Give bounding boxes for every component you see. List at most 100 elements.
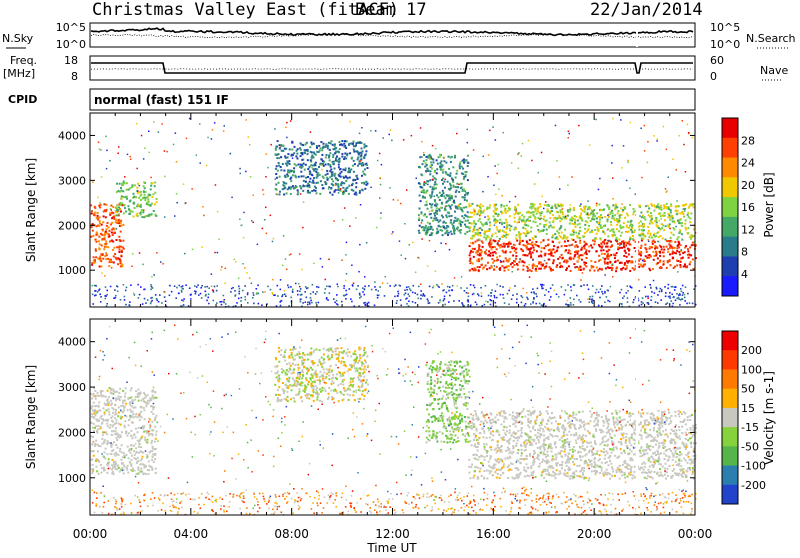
- scatter-cell: [574, 251, 576, 253]
- scatter-cell: [535, 241, 537, 243]
- scatter-cell: [274, 128, 276, 130]
- scatter-cell: [592, 285, 594, 287]
- scatter-cell: [366, 163, 368, 165]
- scatter-cell: [349, 152, 351, 154]
- scatter-cell: [459, 167, 461, 169]
- scatter-cell: [480, 232, 482, 234]
- scatter-cell: [444, 187, 446, 189]
- scatter-cell: [579, 227, 581, 229]
- scatter-cell: [150, 303, 152, 305]
- scatter-cell: [412, 292, 414, 294]
- scatter-cell: [525, 245, 527, 247]
- scatter-cell: [290, 254, 292, 256]
- scatter-cell: [200, 287, 202, 289]
- scatter-cell: [526, 292, 528, 294]
- scatter-cell: [550, 288, 552, 290]
- scatter-cell: [360, 160, 362, 162]
- scatter-cell: [91, 262, 93, 264]
- scatter-cell: [357, 376, 359, 378]
- scatter-cell: [454, 211, 456, 213]
- scatter-cell: [651, 246, 653, 248]
- scatter-cell: [600, 209, 602, 211]
- scatter-cell: [528, 140, 530, 142]
- scatter-cell: [105, 258, 107, 260]
- scatter-cell: [98, 419, 100, 421]
- scatter-cell: [118, 412, 120, 414]
- scatter-cell: [530, 227, 532, 229]
- scatter-cell: [117, 221, 119, 223]
- scatter-cell: [124, 182, 126, 184]
- scatter-cell: [290, 286, 292, 288]
- scatter-cell: [678, 251, 680, 253]
- scatter-cell: [677, 205, 679, 207]
- scatter-cell: [516, 234, 518, 236]
- scatter-cell: [148, 214, 150, 216]
- scatter-cell: [502, 286, 504, 288]
- scatter-cell: [380, 212, 382, 214]
- scatter-cell: [679, 219, 681, 221]
- scatter-cell: [299, 367, 301, 369]
- scatter-cell: [368, 302, 370, 304]
- scatter-cell: [598, 260, 600, 262]
- scatter-cell: [119, 202, 121, 204]
- scatter-cell: [440, 162, 442, 164]
- scatter-cell: [556, 160, 558, 162]
- scatter-cell: [357, 165, 359, 167]
- scatter-cell: [361, 153, 363, 155]
- scatter-cell: [278, 165, 280, 167]
- scatter-cell: [544, 204, 546, 206]
- scatter-cell: [630, 261, 632, 263]
- scatter-cell: [607, 205, 609, 207]
- scatter-cell: [370, 187, 372, 189]
- scatter-cell: [128, 457, 130, 459]
- scatter-cell: [463, 178, 465, 180]
- scatter-cell: [606, 262, 608, 264]
- scatter-cell: [469, 259, 471, 261]
- scatter-cell: [578, 125, 580, 127]
- scatter-cell: [552, 255, 554, 257]
- scatter-cell: [652, 251, 654, 253]
- scatter-cell: [294, 175, 296, 177]
- scatter-cell: [364, 352, 366, 354]
- scatter-cell: [374, 305, 376, 307]
- scatter-cell: [459, 203, 461, 205]
- scatter-cell: [332, 184, 334, 186]
- scatter-cell: [472, 235, 474, 237]
- scatter-cell: [570, 290, 572, 292]
- scatter-cell: [405, 292, 407, 294]
- scatter-cell: [465, 192, 467, 194]
- scatter-cell: [150, 204, 152, 206]
- scatter-cell: [580, 213, 582, 215]
- scatter-cell: [641, 177, 643, 179]
- scatter-cell: [302, 371, 304, 373]
- scatter-cell: [680, 266, 682, 268]
- scatter-cell: [492, 126, 494, 128]
- scatter-cell: [345, 254, 347, 256]
- scatter-cell: [687, 232, 689, 234]
- scatter-cell: [503, 132, 505, 134]
- scatter-cell: [399, 285, 401, 287]
- scatter-cell: [190, 298, 192, 300]
- scatter-cell: [154, 419, 156, 421]
- scatter-cell: [275, 358, 277, 360]
- scatter-cell: [590, 244, 592, 246]
- scatter-cell: [328, 186, 330, 188]
- scatter-cell: [651, 237, 653, 239]
- scatter-cell: [627, 290, 629, 292]
- scatter-cell: [434, 200, 436, 202]
- scatter-cell: [286, 269, 288, 271]
- scatter-cell: [490, 304, 492, 306]
- scatter-cell: [91, 210, 93, 212]
- scatter-cell: [589, 301, 591, 303]
- scatter-cell: [679, 135, 681, 137]
- scatter-cell: [119, 246, 121, 248]
- scatter-cell: [420, 186, 422, 188]
- scatter-cell: [669, 228, 671, 230]
- scatter-cell: [297, 290, 299, 292]
- scatter-cell: [116, 447, 118, 449]
- scatter-cell: [137, 191, 139, 193]
- scatter-cell: [144, 187, 146, 189]
- scatter-cell: [353, 353, 355, 355]
- scatter-cell: [692, 242, 694, 244]
- scatter-cell: [396, 300, 398, 302]
